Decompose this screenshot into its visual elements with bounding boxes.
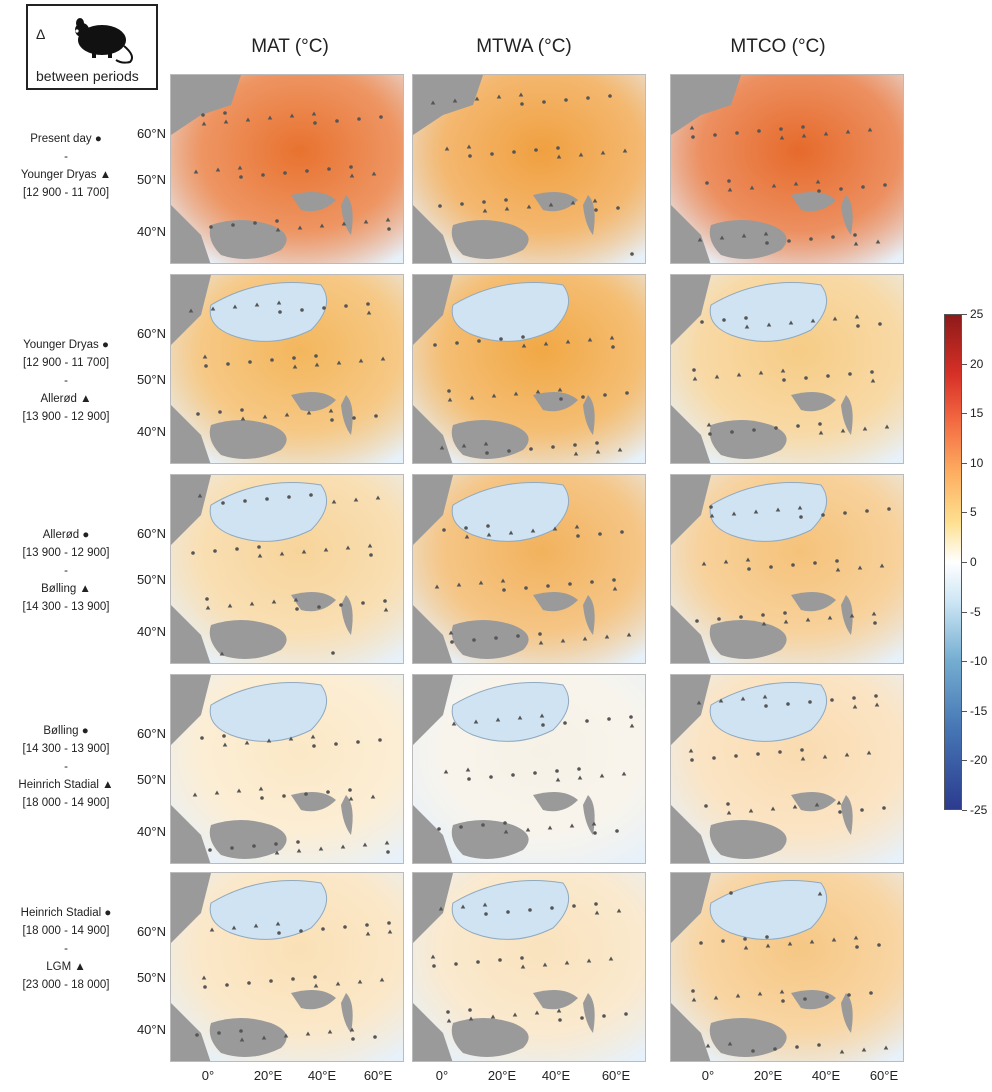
lat-label: 60°N — [136, 924, 166, 939]
lon-label-20e: 20°E — [253, 1068, 283, 1083]
colorbar-tick-label: 25 — [970, 307, 984, 321]
colorbar-tick-label: 10 — [970, 455, 984, 470]
map-panel-r1-c1 — [412, 274, 646, 464]
map-panel-r2-c2 — [670, 474, 904, 664]
lat-label: 60°N — [136, 726, 166, 741]
colorbar-tick-mark — [962, 710, 967, 712]
lon-label-0: 0° — [435, 1068, 449, 1083]
lat-label: 60°N — [136, 526, 166, 541]
lat-label: 60°N — [136, 326, 166, 341]
lon-label-60e: 60°E — [869, 1068, 899, 1083]
lon-label-40e: 40°E — [541, 1068, 571, 1083]
map-panel-r1-c0 — [170, 274, 404, 464]
lat-label: 50°N — [136, 172, 166, 187]
colorbar-tick-mark — [962, 760, 967, 762]
column-title-mat: MAT (°C) — [251, 36, 329, 57]
colorbar-tick-mark — [962, 661, 967, 663]
colorbar-tick-label: 0 — [970, 555, 977, 569]
colorbar-tick-label: 5 — [970, 505, 977, 520]
lon-label-0: 0° — [701, 1068, 715, 1083]
map-panel-r4-c2 — [670, 872, 904, 1062]
colorbar-tick-mark — [962, 462, 967, 464]
lat-label: 40°N — [136, 624, 166, 639]
lon-label-40e: 40°E — [811, 1068, 841, 1083]
lat-label: 40°N — [136, 424, 166, 439]
colorbar-tick-label: 20 — [970, 356, 984, 371]
lat-label: 40°N — [136, 824, 166, 839]
delta-symbol: Δ — [36, 26, 46, 42]
map-panel-r2-c0 — [170, 474, 404, 664]
row-label-0: Present day ● - Younger Dryas ▲ [12 900 … — [20, 133, 112, 199]
row-label-1: Younger Dryas ● [12 900 - 11 700] - Alle… — [22, 339, 110, 423]
column-title-mtwa: MTWA (°C) — [476, 36, 572, 57]
row-label-4: Heinrich Stadial ● [18 000 - 14 900] - L… — [20, 907, 112, 991]
lat-label: 40°N — [136, 1022, 166, 1037]
map-panel-r3-c2 — [670, 674, 904, 864]
lon-label-60e: 60°E — [601, 1068, 631, 1083]
mouse-icon — [62, 12, 142, 69]
colorbar-tick-mark — [962, 363, 967, 365]
colorbar-tick-label: -25 — [970, 803, 988, 817]
lat-label: 50°N — [136, 572, 166, 587]
map-panel-r1-c2 — [670, 274, 904, 464]
row-label-2: Allerød ● [13 900 - 12 900] - Bølling ▲ … — [22, 529, 110, 613]
colorbar-tick-label: -5 — [970, 604, 981, 619]
lon-label-60e: 60°E — [363, 1068, 393, 1083]
lon-label-40e: 40°E — [307, 1068, 337, 1083]
legend-text: between periods — [36, 68, 139, 84]
lon-label-20e: 20°E — [487, 1068, 517, 1083]
column-title-mtco: MTCO (°C) — [730, 36, 826, 57]
map-panel-r4-c0 — [170, 872, 404, 1062]
lon-label-0: 0° — [201, 1068, 215, 1083]
lat-label: 50°N — [136, 772, 166, 787]
colorbar-tick-mark — [962, 512, 967, 514]
colorbar-tick-label: -15 — [970, 703, 988, 718]
map-panel-r0-c2 — [670, 74, 904, 264]
colorbar-tick-label: -20 — [970, 753, 988, 768]
map-panel-r3-c1 — [412, 674, 646, 864]
map-panel-r0-c1 — [412, 74, 646, 264]
map-panel-r4-c1 — [412, 872, 646, 1062]
map-panel-r2-c1 — [412, 474, 646, 664]
colorbar-tick-mark — [962, 413, 967, 415]
colorbar-tick-mark — [962, 611, 967, 613]
map-panel-r0-c0 — [170, 74, 404, 264]
map-panel-r3-c0 — [170, 674, 404, 864]
colorbar-tick-label: 15 — [970, 406, 984, 421]
colorbar-tick-mark — [962, 562, 967, 563]
colorbar — [944, 314, 962, 810]
lat-label: 40°N — [136, 224, 166, 239]
lat-label: 60°N — [136, 126, 166, 141]
row-label-3: Bølling ● [14 300 - 13 900] - Heinrich S… — [18, 725, 114, 809]
lat-label: 50°N — [136, 970, 166, 985]
lat-label: 50°N — [136, 372, 166, 387]
legend-box: Δ between periods — [26, 4, 158, 90]
colorbar-tick-label: -10 — [970, 654, 988, 669]
colorbar-tick-mark — [962, 810, 967, 811]
lon-label-20e: 20°E — [753, 1068, 783, 1083]
colorbar-tick-mark — [962, 314, 967, 315]
